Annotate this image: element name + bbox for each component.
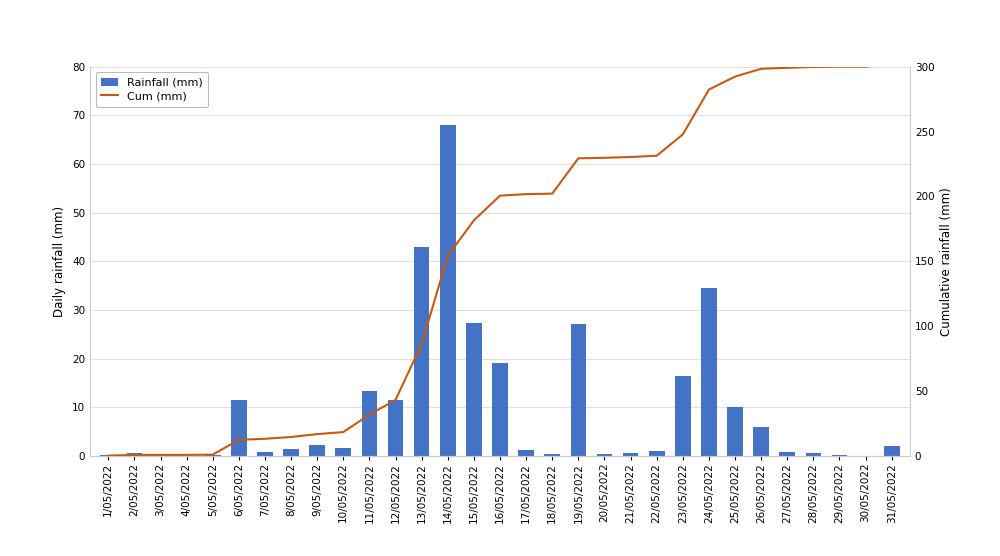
Bar [440, 125, 456, 456]
Cum (mm) [677, 131, 689, 138]
Bar [753, 427, 769, 456]
Bar [518, 450, 534, 456]
Cum (mm) [363, 411, 375, 418]
Cum (mm) [494, 192, 506, 199]
Cum (mm) [546, 190, 558, 197]
Cum (mm) [181, 451, 193, 458]
Bar [309, 445, 325, 456]
Bar [100, 455, 116, 456]
Cum (mm) [233, 436, 245, 443]
Bar [257, 452, 273, 456]
Cum (mm) [155, 451, 167, 458]
Y-axis label: Daily rainfall (mm): Daily rainfall (mm) [53, 206, 66, 317]
Bar [231, 400, 247, 456]
Cum (mm) [520, 191, 532, 197]
Cum (mm) [781, 64, 793, 71]
Bar [388, 400, 403, 456]
Cum (mm) [285, 434, 297, 440]
Bar [205, 455, 221, 456]
Cum (mm) [703, 86, 715, 93]
Bar [414, 247, 429, 456]
Cum (mm) [442, 252, 454, 259]
Bar [283, 449, 299, 456]
Cum (mm) [807, 63, 819, 70]
Bar [492, 364, 508, 456]
Bar [701, 287, 717, 456]
Bar [623, 453, 638, 456]
Bar [727, 407, 743, 456]
Cum (mm) [833, 63, 845, 70]
Cum (mm) [886, 61, 898, 67]
Cum (mm) [468, 217, 480, 224]
Cum (mm) [311, 431, 323, 438]
Cum (mm) [755, 66, 767, 72]
Legend: Rainfall (mm), Cum (mm): Rainfall (mm), Cum (mm) [96, 72, 208, 107]
Bar [675, 376, 691, 456]
Bar [884, 446, 900, 456]
Cum (mm) [729, 73, 741, 80]
Cum (mm) [337, 429, 349, 435]
Bar [544, 454, 560, 456]
Cum (mm) [390, 396, 402, 403]
Bar [335, 448, 351, 456]
Cum (mm) [598, 155, 610, 161]
Cum (mm) [860, 63, 872, 70]
Bar [779, 452, 795, 456]
Bar [466, 322, 482, 456]
Cum (mm) [259, 435, 271, 442]
Bar [127, 453, 142, 456]
Cum (mm) [625, 153, 637, 160]
Bar [832, 455, 847, 456]
Cum (mm) [102, 453, 114, 459]
Cum (mm) [651, 152, 663, 159]
Bar [806, 453, 821, 456]
Bar [597, 454, 612, 456]
Cum (mm) [416, 341, 428, 348]
Line: Cum (mm): Cum (mm) [108, 64, 892, 456]
Cum (mm) [128, 451, 140, 458]
Bar [649, 451, 665, 456]
Bar [362, 391, 377, 456]
Cum (mm) [207, 451, 219, 458]
Cum (mm) [572, 155, 584, 162]
Y-axis label: Cumulative rainfall (mm): Cumulative rainfall (mm) [940, 187, 953, 336]
Bar [571, 324, 586, 456]
